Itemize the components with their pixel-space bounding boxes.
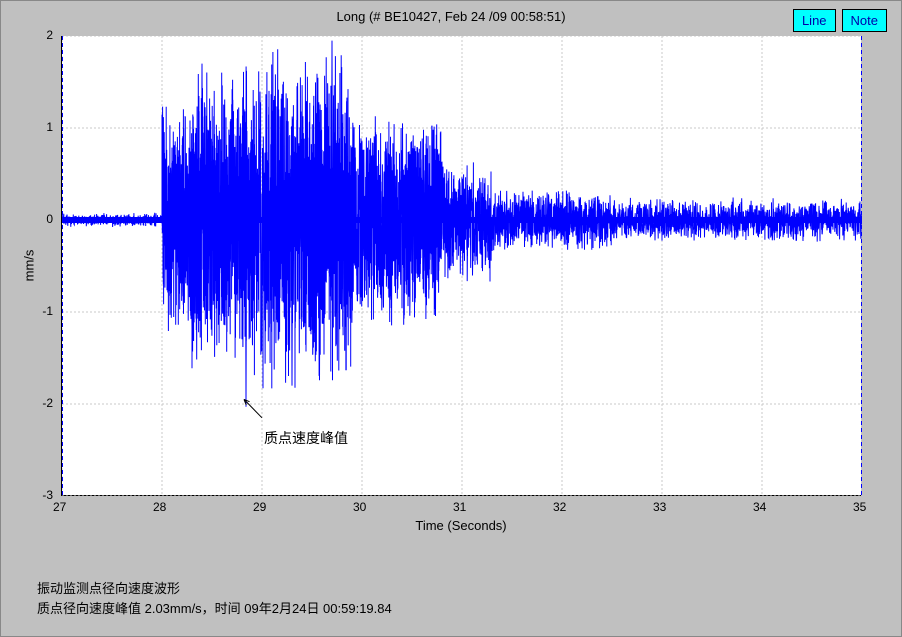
plot-area xyxy=(61,36,861,496)
y-tick-label: 0 xyxy=(46,212,53,226)
x-axis-label: Time (Seconds) xyxy=(61,518,861,533)
x-tick-label: 30 xyxy=(353,500,366,514)
y-axis-label: mm/s xyxy=(21,250,36,282)
y-tick-label: 2 xyxy=(46,28,53,42)
y-tick-label: -3 xyxy=(42,488,53,502)
peak-annotation-label: 质点速度峰值 xyxy=(264,428,348,448)
caption-line-1: 振动监测点径向速度波形 xyxy=(37,579,392,599)
x-tick-label: 29 xyxy=(253,500,266,514)
x-tick-label: 31 xyxy=(453,500,466,514)
x-tick-label: 28 xyxy=(153,500,166,514)
x-tick-label: 33 xyxy=(653,500,666,514)
chart-title: Long (# BE10427, Feb 24 /09 00:58:51) xyxy=(1,9,901,24)
app-frame: Long (# BE10427, Feb 24 /09 00:58:51) Li… xyxy=(0,0,902,637)
x-tick-label: 34 xyxy=(753,500,766,514)
caption-block: 振动监测点径向速度波形 质点径向速度峰值 2.03mm/s，时间 09年2月24… xyxy=(37,579,392,618)
x-tick-label: 35 xyxy=(853,500,866,514)
waveform-svg xyxy=(62,36,862,496)
y-tick-label: -1 xyxy=(42,304,53,318)
y-tick-label: 1 xyxy=(46,120,53,134)
toolbar: Line Note xyxy=(793,9,887,32)
y-tick-label: -2 xyxy=(42,396,53,410)
note-button[interactable]: Note xyxy=(842,9,887,32)
x-tick-label: 32 xyxy=(553,500,566,514)
x-tick-label: 27 xyxy=(53,500,66,514)
caption-line-2: 质点径向速度峰值 2.03mm/s，时间 09年2月24日 00:59:19.8… xyxy=(37,599,392,619)
line-button[interactable]: Line xyxy=(793,9,836,32)
